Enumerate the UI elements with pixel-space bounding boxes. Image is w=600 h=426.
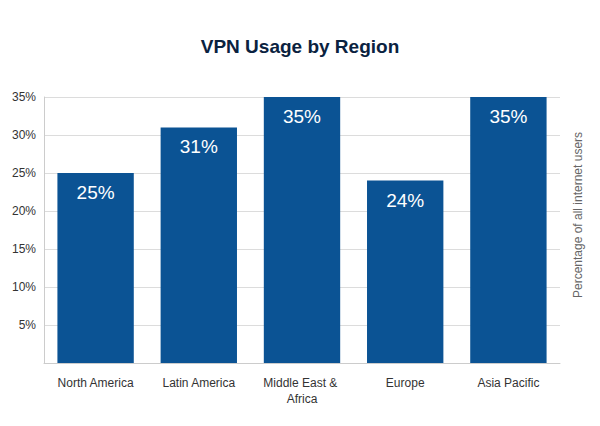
svg-text:25%: 25% bbox=[12, 166, 36, 180]
svg-text:VPN Usage by Region: VPN Usage by Region bbox=[201, 36, 400, 57]
svg-text:Percentage of all internet use: Percentage of all internet users bbox=[571, 132, 585, 298]
svg-text:15%: 15% bbox=[12, 242, 36, 256]
svg-text:35%: 35% bbox=[12, 90, 36, 104]
svg-text:North America: North America bbox=[58, 376, 134, 390]
svg-text:5%: 5% bbox=[19, 318, 37, 332]
svg-text:Asia Pacific: Asia Pacific bbox=[477, 376, 539, 390]
svg-text:Latin America: Latin America bbox=[162, 376, 235, 390]
svg-text:31%: 31% bbox=[180, 136, 218, 157]
svg-text:Middle East &: Middle East & bbox=[263, 376, 340, 390]
svg-text:25%: 25% bbox=[77, 182, 115, 203]
svg-text:24%: 24% bbox=[386, 190, 424, 211]
svg-text:35%: 35% bbox=[489, 106, 527, 127]
svg-text:Africa: Africa bbox=[287, 392, 318, 406]
svg-text:20%: 20% bbox=[12, 204, 36, 218]
svg-text:10%: 10% bbox=[12, 280, 36, 294]
svg-text:Europe: Europe bbox=[386, 376, 425, 390]
svg-text:35%: 35% bbox=[283, 106, 321, 127]
svg-text:30%: 30% bbox=[12, 128, 36, 142]
